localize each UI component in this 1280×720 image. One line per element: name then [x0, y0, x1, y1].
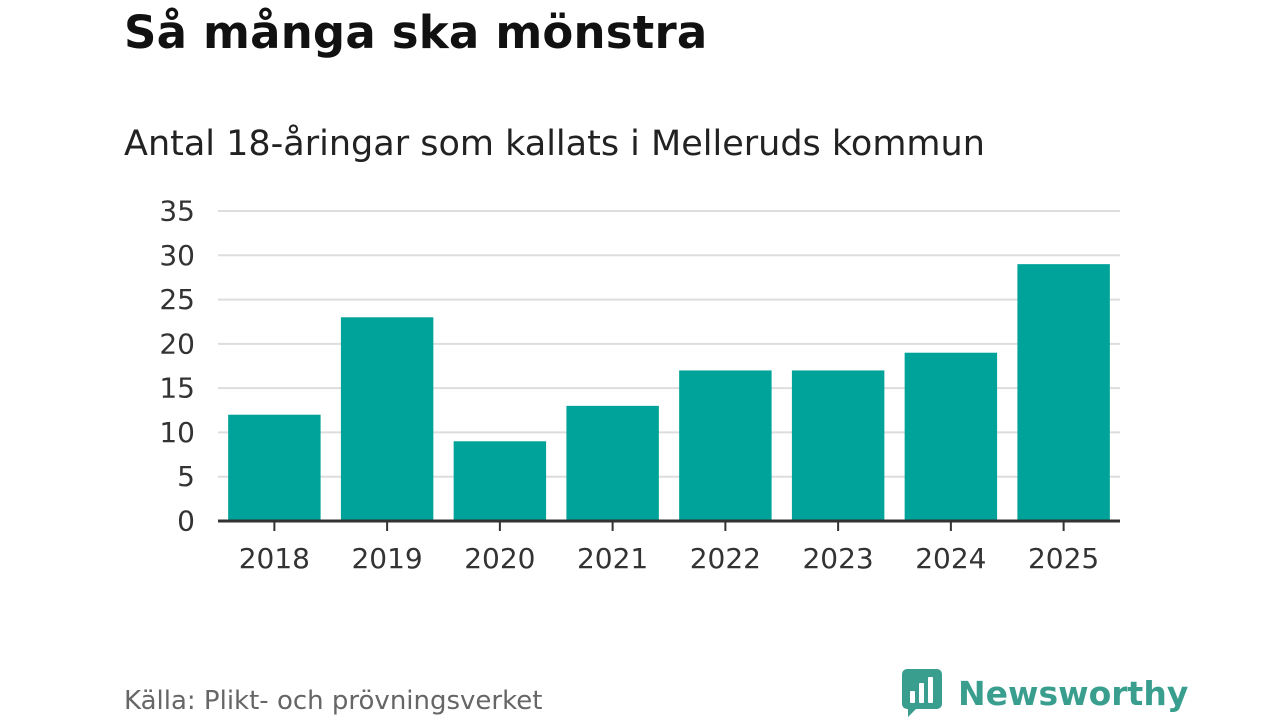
x-tick-label: 2023 — [802, 542, 873, 575]
x-tick-label: 2020 — [464, 542, 535, 575]
bars — [228, 264, 1110, 521]
bar-2019 — [340, 317, 434, 521]
bar-2025 — [1017, 264, 1110, 521]
y-tick-label: 0 — [177, 505, 195, 538]
chart-title: Så många ska mönstra — [124, 6, 708, 59]
x-tick-label: 2018 — [239, 542, 310, 575]
x-tick-label: 2021 — [577, 542, 648, 575]
y-tick-label: 25 — [159, 283, 195, 316]
x-tick-label: 2019 — [351, 542, 422, 575]
bar-2021 — [566, 405, 659, 521]
y-tick-label: 5 — [177, 460, 195, 493]
chart-subtitle: Antal 18-åringar som kallats i Melleruds… — [124, 124, 985, 164]
y-tick-label: 10 — [159, 416, 195, 449]
y-tick-label: 30 — [159, 239, 195, 272]
bar-2023 — [791, 370, 885, 521]
bar-2020 — [453, 441, 547, 521]
x-tick-label: 2024 — [915, 542, 986, 575]
y-tick-label: 35 — [159, 195, 195, 228]
bar-2018 — [228, 414, 321, 521]
bar-2022 — [679, 370, 772, 521]
x-tick-label: 2022 — [690, 542, 761, 575]
y-tick-label: 20 — [159, 327, 195, 360]
brand-name: Newsworthy — [958, 673, 1189, 713]
y-axis-ticks: 0 5 10 15 20 25 30 35 — [159, 195, 195, 538]
x-axis-ticks: 2018 2019 2020 2021 2022 2023 2024 2025 — [239, 521, 1099, 575]
x-tick-label: 2025 — [1028, 542, 1099, 575]
bar-2024 — [904, 352, 998, 521]
y-tick-label: 15 — [159, 372, 195, 405]
source-note: Källa: Plikt- och prövningsverket — [124, 686, 543, 716]
brand-logo: Newsworthy — [902, 668, 1188, 718]
newsworthy-logo-icon — [902, 669, 942, 717]
